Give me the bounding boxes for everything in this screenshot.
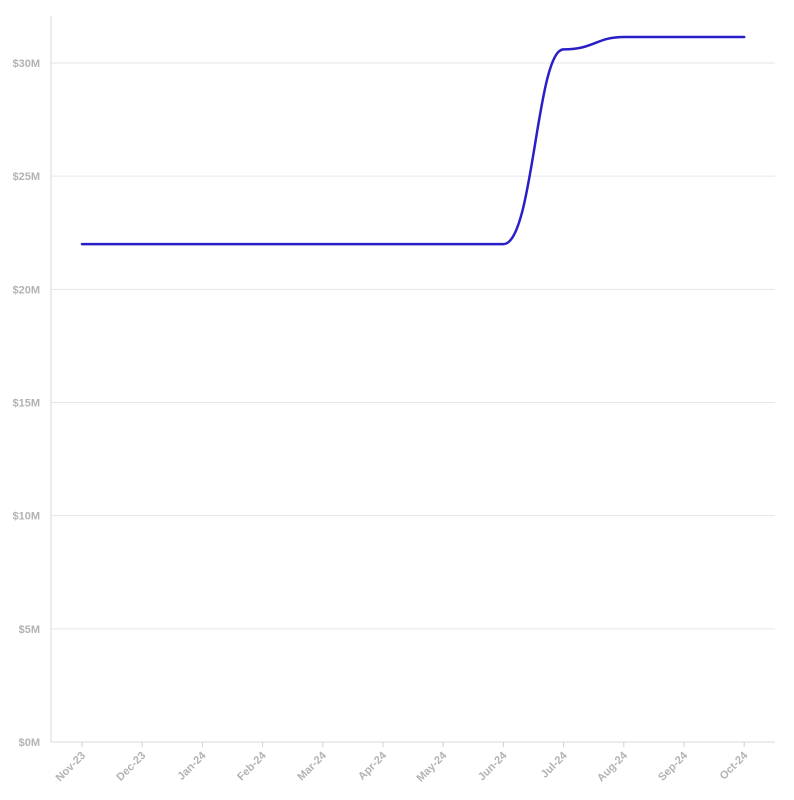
y-tick-label: $5M (19, 624, 40, 636)
x-tick-label: Mar-24 (295, 749, 329, 783)
y-tick-label: $20M (12, 284, 40, 296)
x-tick-label: Jul-24 (539, 749, 571, 781)
gridlines (51, 62, 775, 630)
x-axis-tick-labels: Nov-23 Dec-23 Jan-24 Feb-24 Mar-24 Apr-24 May-… (54, 742, 751, 784)
y-tick-label: $10M (12, 511, 40, 523)
axes (50, 16, 775, 743)
y-tick-label: $25M (12, 171, 40, 183)
series-line-0 (80, 35, 746, 246)
x-tick-label: Oct-24 (718, 749, 751, 782)
y-tick-label: $0M (19, 737, 40, 749)
x-tick-label: Dec-23 (114, 750, 148, 784)
x-tick-label: Feb-24 (235, 749, 269, 783)
x-tick-label: May-24 (414, 749, 449, 784)
y-axis-tick-labels: $0M $5M $10M $15M $20M $25M $30M (12, 58, 40, 749)
x-tick-label: Apr-24 (356, 749, 390, 783)
y-tick-label: $15M (12, 398, 40, 410)
x-tick-label: Jan-24 (175, 749, 209, 783)
x-tick-label: Sep-24 (656, 749, 691, 784)
y-tick-label: $30M (12, 58, 40, 70)
series-layer (80, 35, 746, 246)
x-tick-label: Nov-23 (54, 750, 88, 784)
x-tick-label: Jun-24 (476, 749, 510, 783)
x-tick-label: Aug-24 (595, 749, 630, 784)
